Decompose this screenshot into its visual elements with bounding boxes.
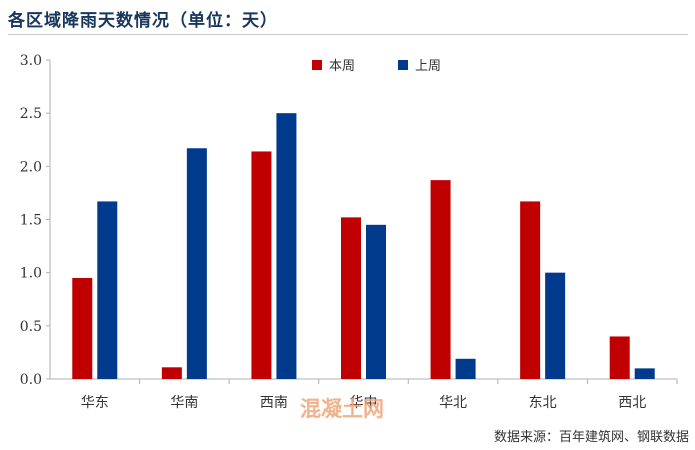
bar-current-week xyxy=(520,201,541,379)
title-divider xyxy=(8,34,688,35)
x-tick-label: 华中 xyxy=(350,395,378,411)
chart-title: 各区域降雨天数情况（单位：天） xyxy=(8,11,278,31)
legend-label-current: 本周 xyxy=(329,59,355,74)
bar-current-week xyxy=(251,151,272,379)
bar-current-week xyxy=(341,217,361,379)
y-tick-label: 0.0 xyxy=(20,372,42,388)
x-tick-label: 华南 xyxy=(170,395,198,411)
y-tick-label: 0.5 xyxy=(20,319,42,335)
bar-previous-week xyxy=(97,201,118,379)
bar-current-week xyxy=(161,367,182,379)
y-tick-label: 1.5 xyxy=(20,213,42,229)
bar-previous-week xyxy=(545,272,566,379)
source-note: 数据来源：百年建筑网、钢联数据 xyxy=(493,430,689,445)
bar-current-week xyxy=(72,277,93,379)
bar-previous-week xyxy=(634,368,655,379)
bar-previous-week xyxy=(276,113,297,380)
bar-previous-week xyxy=(186,148,207,379)
x-tick-label: 华东 xyxy=(81,395,109,411)
y-tick-label: 2.0 xyxy=(20,159,42,175)
bar-previous-week xyxy=(455,358,476,379)
legend-label-previous: 上周 xyxy=(415,59,441,74)
legend-swatch-previous xyxy=(398,60,408,70)
watermark: 混凝土网 xyxy=(300,397,384,421)
bar-previous-week xyxy=(366,224,386,379)
bar-current-week xyxy=(609,336,630,379)
y-tick-label: 1.0 xyxy=(20,266,42,282)
y-tick-label: 2.5 xyxy=(20,106,42,122)
x-tick-label: 东北 xyxy=(529,395,557,411)
x-tick-label: 西南 xyxy=(260,395,288,411)
y-tick-label: 3.0 xyxy=(20,53,42,69)
x-tick-label: 华北 xyxy=(439,395,467,411)
x-tick-label: 西北 xyxy=(618,395,646,411)
bar-current-week xyxy=(430,180,451,379)
legend-swatch-current xyxy=(312,60,322,70)
